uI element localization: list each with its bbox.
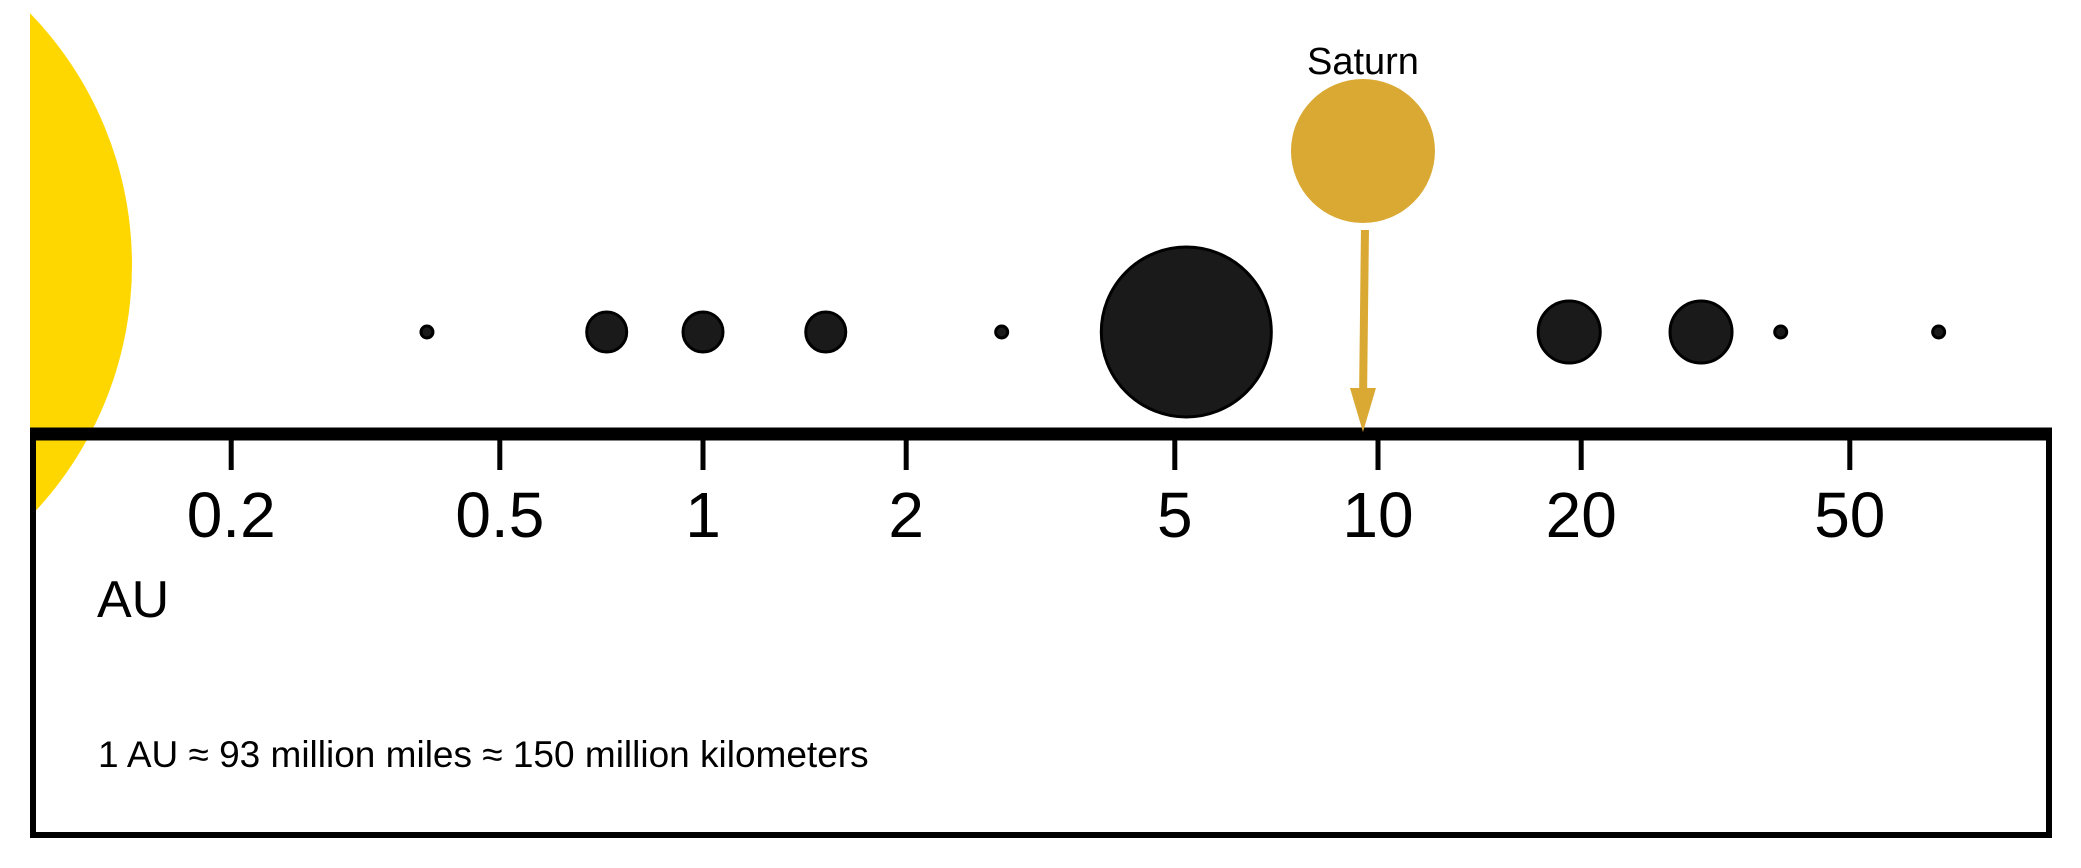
planet-marker — [994, 324, 1010, 340]
planet-marker — [804, 310, 848, 354]
highlight-planet — [1290, 79, 1435, 223]
axis-tick-label: 20 — [1546, 479, 1617, 551]
axis-tick-label: 2 — [888, 479, 924, 551]
axis-tick-label: 5 — [1157, 479, 1193, 551]
axis-tick-label: 10 — [1342, 479, 1413, 551]
highlight-pointer-line — [1358, 229, 1369, 405]
planet-marker — [1536, 299, 1602, 365]
sun-layer — [30, 13, 132, 517]
planet-marker — [419, 324, 435, 340]
axis-unit-label: AU — [97, 571, 169, 629]
sun — [30, 13, 132, 517]
planet-markers — [419, 245, 1947, 419]
axis-tick-label: 50 — [1814, 479, 1885, 551]
axis-ticks: 0.2 0.5 1 2 5 10 20 50 — [187, 434, 1885, 551]
planet-marker — [1773, 324, 1789, 340]
highlight-label: Saturn — [1307, 41, 1419, 83]
au-conversion-note: 1 AU ≈ 93 million miles ≈ 150 million ki… — [98, 734, 869, 775]
planet-marker — [1668, 299, 1734, 365]
planet-marker — [1931, 324, 1947, 340]
planet-marker — [1099, 245, 1273, 419]
axis-tick-label: 0.5 — [455, 479, 544, 551]
axis-tick-label: 1 — [685, 479, 721, 551]
saturn-callout: Saturn — [1290, 41, 1435, 432]
axis-tick-label: 0.2 — [187, 479, 276, 551]
highlight-pointer-arrowhead — [1349, 388, 1376, 432]
planet-marker — [681, 310, 725, 354]
planet-marker — [585, 310, 629, 354]
